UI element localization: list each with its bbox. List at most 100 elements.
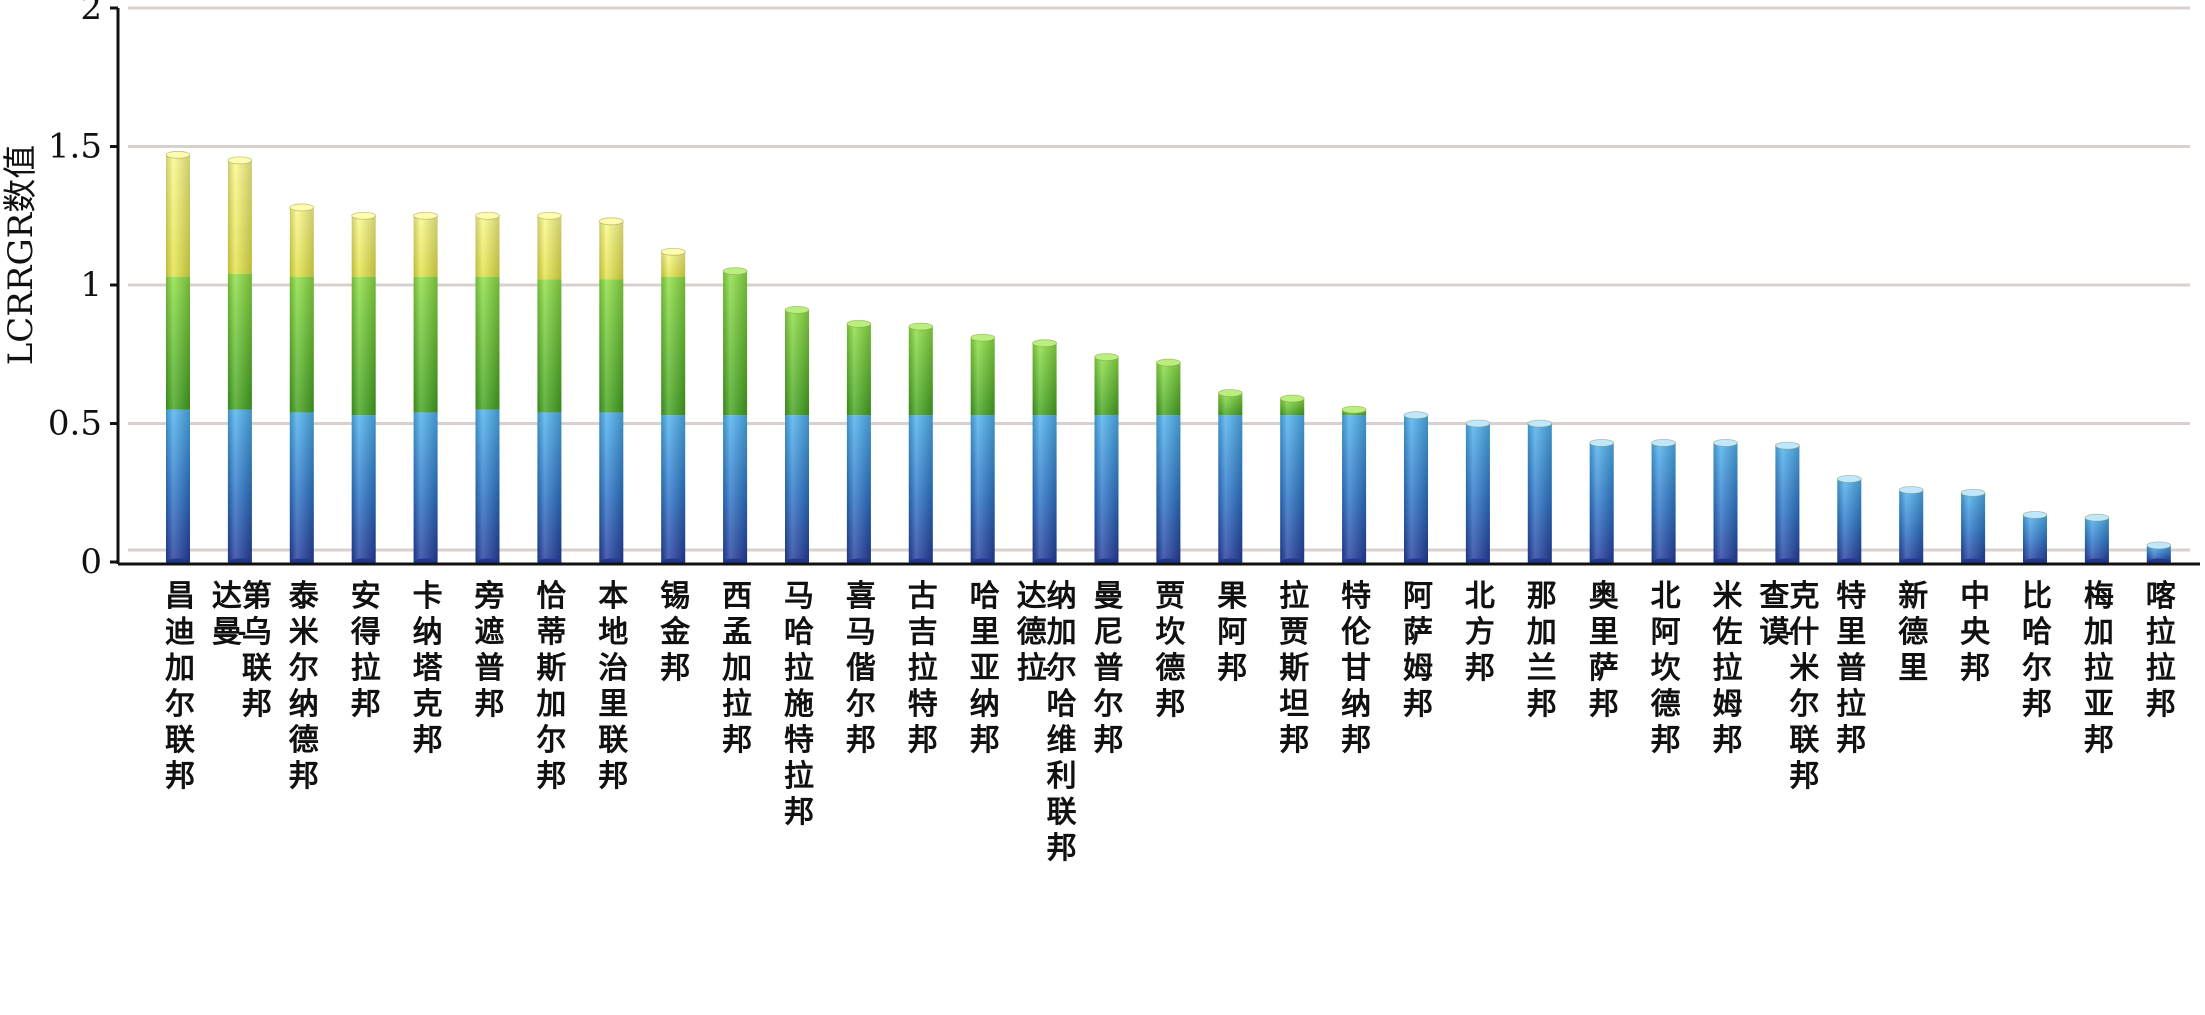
bar-shine xyxy=(908,326,933,562)
x-tick-label: 特伦甘纳邦 xyxy=(1341,579,1372,758)
bar-shine xyxy=(166,154,190,562)
bar xyxy=(1217,389,1243,566)
x-tick-label-text: 奥里萨邦 xyxy=(1589,579,1619,722)
x-tick-label: 锡金邦 xyxy=(659,579,691,686)
x-tick-label-text: 北阿坎德邦 xyxy=(1651,579,1681,758)
bar-shine xyxy=(1404,415,1428,562)
bar-shine xyxy=(1465,423,1490,562)
bar-cap xyxy=(227,156,253,165)
bar-cap xyxy=(1156,358,1181,367)
bar-cap xyxy=(784,306,810,314)
bar-shine xyxy=(2023,514,2047,562)
bar-cap xyxy=(1651,438,1676,447)
bar-shine xyxy=(1589,442,1614,562)
x-tick-label: 拉贾斯坦邦 xyxy=(1279,579,1309,758)
y-tick-label: 1.5 xyxy=(48,127,102,167)
x-tick-label-text: 哈里亚纳邦 xyxy=(970,579,1000,758)
bar-cap xyxy=(1589,438,1615,447)
bar xyxy=(1589,438,1615,566)
bar-shine xyxy=(723,271,748,562)
bar-shine xyxy=(1899,489,1924,562)
bar-shine xyxy=(1280,398,1305,562)
bar-cap xyxy=(165,150,191,159)
bar-shine xyxy=(1094,357,1119,562)
bar-shine xyxy=(2084,517,2109,562)
axes xyxy=(110,6,2200,566)
bar xyxy=(598,217,624,566)
bar xyxy=(846,319,872,566)
x-tick-label: 西孟加拉邦 xyxy=(722,579,752,758)
bar-shine xyxy=(970,337,995,562)
bar-cap xyxy=(1713,438,1738,447)
bar-cap xyxy=(537,211,562,220)
bar-cap xyxy=(598,217,624,226)
bar xyxy=(475,211,500,566)
x-tick-label: 果阿邦 xyxy=(1217,579,1247,686)
bar xyxy=(2084,513,2110,566)
x-tick-label-text: 新德里 xyxy=(1898,579,1928,686)
bar-cap xyxy=(1775,441,1800,450)
bar-cap xyxy=(1094,353,1119,361)
bar xyxy=(2146,541,2172,566)
bar-shine xyxy=(1837,478,1862,562)
x-tick-label: 安得拉邦 xyxy=(350,579,381,722)
bar-shine xyxy=(537,215,562,562)
bar-cap xyxy=(1898,486,1924,494)
x-tick-label: 查谟-克什米尔联邦 xyxy=(1759,579,1819,794)
bar-shine xyxy=(1961,492,1986,562)
bar-cap xyxy=(970,333,996,342)
y-tick-label: 1 xyxy=(80,265,102,305)
x-tick-label-text: 特里普拉邦 xyxy=(1836,579,1866,758)
bar xyxy=(1713,438,1738,566)
x-tick-label-text: 达德拉-纳加尔哈维利联邦 xyxy=(1017,579,1077,866)
bar xyxy=(784,306,810,566)
x-tick-label-text: 达曼-第乌联邦 xyxy=(212,579,272,722)
x-tick-label: 北阿坎德邦 xyxy=(1651,579,1681,758)
y-axis-label: LCRRGR数值 xyxy=(1,145,41,366)
bar-shine xyxy=(1156,362,1181,562)
x-tick-label: 奥里萨邦 xyxy=(1589,579,1619,722)
bar xyxy=(1279,394,1305,566)
bar-cap xyxy=(1403,411,1429,420)
bar-cap xyxy=(1341,405,1367,414)
bar xyxy=(1465,419,1491,566)
bar-cap xyxy=(1465,419,1491,428)
bar-cap xyxy=(475,211,500,220)
bar-shine xyxy=(289,207,314,562)
x-tick-label: 旁遮普邦 xyxy=(474,579,505,722)
bar-cap xyxy=(351,211,377,220)
x-tick-label-text: 本地治里联邦 xyxy=(598,579,628,794)
x-tick-label-text: 比哈尔邦 xyxy=(2022,579,2052,722)
x-tick-label: 中央邦 xyxy=(1960,579,1991,686)
x-tick-label: 新德里 xyxy=(1898,579,1928,686)
bar-shine xyxy=(599,221,624,563)
bar-shine xyxy=(1218,393,1243,562)
bar-shine xyxy=(1775,445,1800,562)
bar-cap xyxy=(1032,339,1057,348)
bar-cap xyxy=(1527,419,1553,428)
x-tick-label: 梅加拉亚邦 xyxy=(2084,579,2114,758)
bar-cap xyxy=(908,322,934,331)
x-tick-label: 恰蒂斯加尔邦 xyxy=(536,579,566,794)
x-tick-label-text: 安得拉邦 xyxy=(350,579,381,722)
bar-cap xyxy=(846,319,872,328)
x-tick-label: 阿萨姆邦 xyxy=(1403,579,1433,722)
bar xyxy=(970,333,996,566)
bar-shine xyxy=(661,251,686,562)
x-tick-label: 马哈拉施特拉邦 xyxy=(784,579,814,830)
bar-cap xyxy=(413,211,439,220)
x-tick-label: 喜马偕尔邦 xyxy=(846,579,876,758)
x-tick-label: 比哈尔邦 xyxy=(2022,579,2052,722)
bar-cap xyxy=(2146,541,2172,550)
y-tick-label: 2 xyxy=(80,0,102,28)
bars xyxy=(165,150,2172,566)
bar-cap xyxy=(660,247,686,256)
bar-cap xyxy=(1960,488,1986,497)
bar-shine xyxy=(1713,442,1738,562)
bar xyxy=(1403,411,1429,566)
bar xyxy=(1527,419,1553,566)
bar xyxy=(1651,438,1676,566)
bar xyxy=(1836,474,1862,566)
